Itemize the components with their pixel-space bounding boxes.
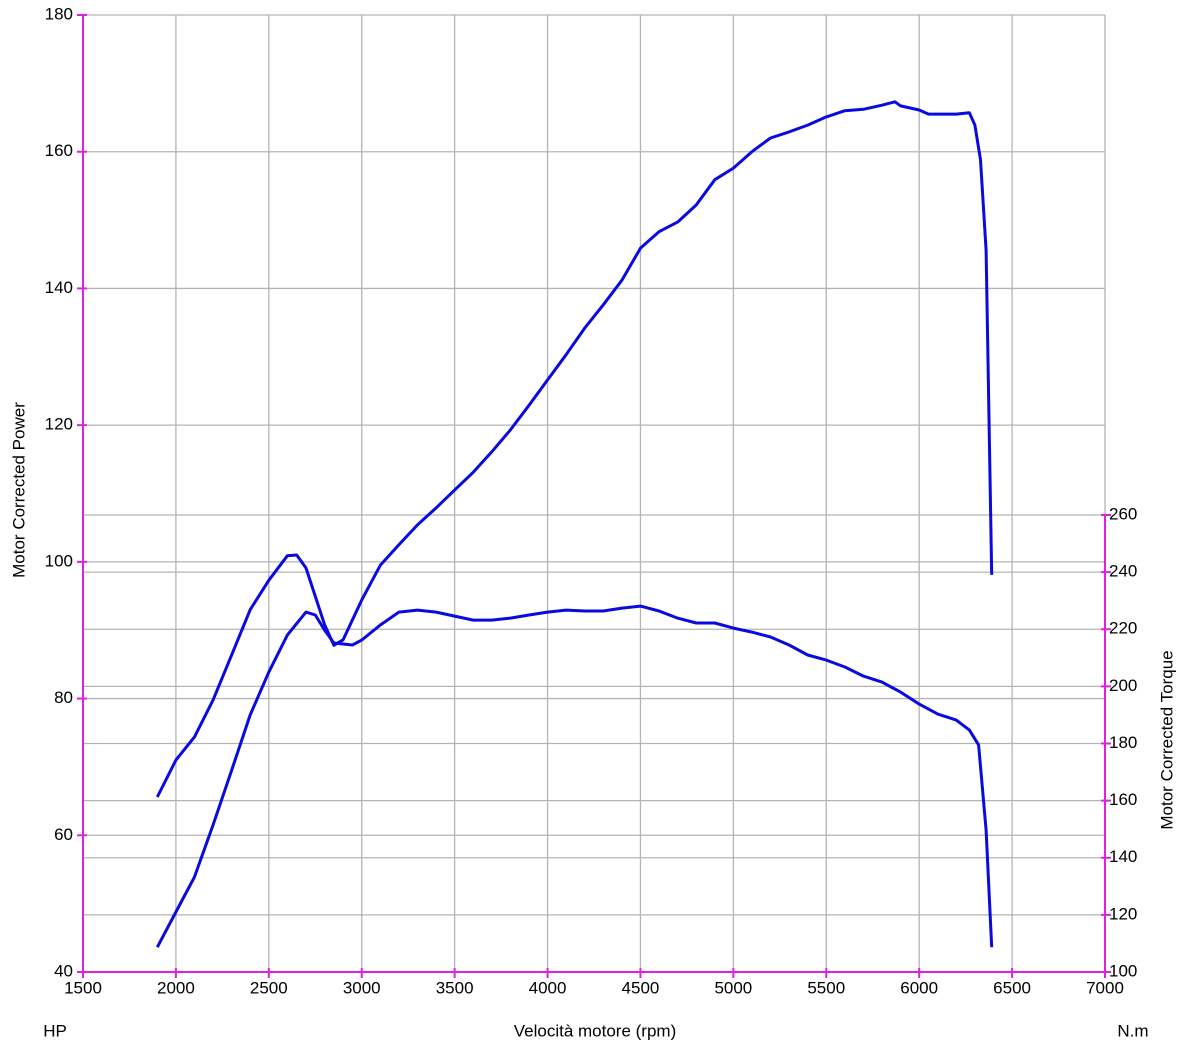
y-tick-label: 80 — [54, 688, 73, 707]
y2-tick-label: 200 — [1109, 676, 1137, 695]
y2-unit: N.m — [1117, 1021, 1148, 1040]
x-axis-label: Velocità motore (rpm) — [514, 1021, 677, 1040]
x-tick-label: 6000 — [900, 978, 938, 997]
x-tick-label: 4000 — [529, 978, 567, 997]
y2-tick-label: 160 — [1109, 790, 1137, 809]
x-tick-label: 5000 — [714, 978, 752, 997]
x-tick-label: 7000 — [1086, 978, 1124, 997]
x-tick-label: 5500 — [807, 978, 845, 997]
x-tick-label: 6500 — [993, 978, 1031, 997]
y-tick-label: 160 — [45, 141, 73, 160]
y-tick-label: 140 — [45, 278, 73, 297]
y-tick-label: 180 — [45, 4, 73, 23]
y-tick-label: 60 — [54, 825, 73, 844]
x-tick-label: 4500 — [622, 978, 660, 997]
y2-axis-label: Motor Corrected Torque — [1157, 650, 1176, 829]
y2-tick-label: 220 — [1109, 619, 1137, 638]
y2-tick-label: 100 — [1109, 961, 1137, 980]
x-tick-label: 2500 — [250, 978, 288, 997]
y2-tick-label: 240 — [1109, 562, 1137, 581]
x-tick-label: 3500 — [436, 978, 474, 997]
x-tick-label: 1500 — [64, 978, 102, 997]
x-tick-label: 2000 — [157, 978, 195, 997]
data-line — [155, 604, 994, 948]
x-tick-label: 3000 — [343, 978, 381, 997]
y-unit: HP — [43, 1021, 67, 1040]
data-line — [155, 100, 994, 798]
y2-tick-label: 180 — [1109, 733, 1137, 752]
y-tick-label: 100 — [45, 551, 73, 570]
y-tick-label: 120 — [45, 415, 73, 434]
y2-tick-label: 260 — [1109, 504, 1137, 523]
y-tick-label: 40 — [54, 961, 73, 980]
y-axis-label: Motor Corrected Power — [9, 402, 28, 578]
y2-tick-label: 140 — [1109, 847, 1137, 866]
y2-tick-label: 120 — [1109, 904, 1137, 923]
